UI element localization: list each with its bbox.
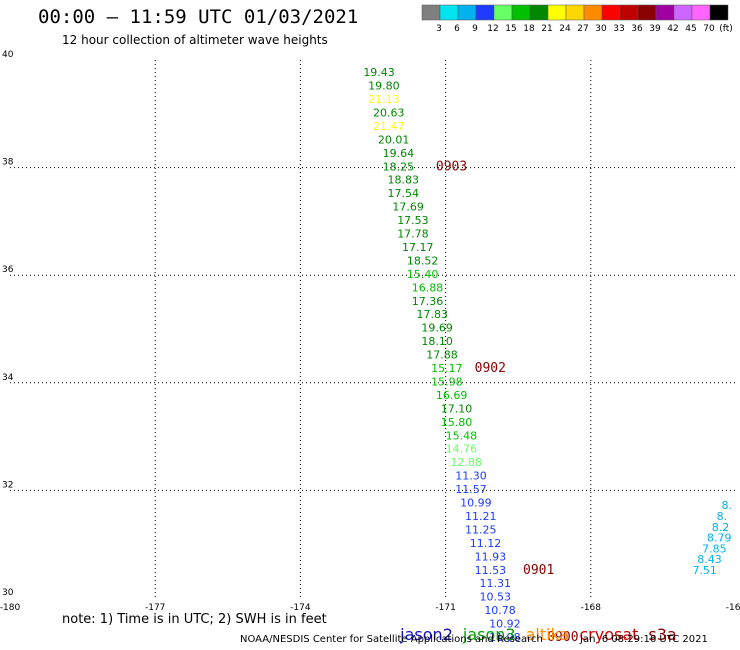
wave-height-point: 18.25 [383, 160, 415, 173]
wave-height-point: 12.88 [450, 456, 482, 469]
color-scale-label: 70 [703, 24, 715, 34]
color-scale-label: (ft) [719, 24, 733, 34]
y-tick-label: 36 [2, 265, 14, 275]
time-annotation: 0901 [523, 563, 554, 578]
wave-height-point: 7.85 [702, 542, 727, 555]
color-scale-label: 27 [577, 24, 588, 34]
wave-height-point: 21.47 [373, 120, 405, 133]
x-tick-label: -174 [290, 603, 311, 613]
wave-height-point: 17.53 [397, 214, 429, 227]
wave-height-point: 20.63 [373, 106, 405, 119]
color-scale-label: 45 [685, 24, 696, 34]
wave-height-point: 17.54 [388, 187, 420, 200]
wave-height-point: 7.51 [692, 564, 717, 577]
wave-height-point: 15.80 [441, 416, 473, 429]
color-scale-label: 12 [487, 24, 498, 34]
x-tick-label: -171 [435, 603, 455, 613]
time-annotation: 0902 [475, 361, 506, 376]
color-scale-label: 3 [436, 24, 442, 34]
wave-height-point: 11.98 [489, 631, 521, 644]
legend-item: jason2 [400, 625, 453, 644]
x-tick-label: -180 [0, 603, 20, 613]
y-tick-label: 30 [2, 588, 14, 598]
satellite-legend: jason2 jason3 altika cryosat s3a [390, 606, 687, 644]
wave-height-point: 10.92 [489, 618, 521, 631]
wave-height-point: 15.48 [446, 429, 478, 442]
wave-height-point: 19.64 [383, 147, 415, 160]
wave-height-point: 15.98 [431, 375, 463, 388]
wave-height-point: 8.43 [697, 553, 722, 566]
wave-height-point: 11.30 [455, 470, 487, 483]
wave-height-point: 17.10 [441, 402, 473, 415]
wave-height-point: 11.57 [455, 483, 487, 496]
time-annotation: 0903 [436, 159, 467, 174]
wave-height-point: 20.01 [378, 133, 410, 146]
color-scale-label: 15 [505, 24, 516, 34]
wave-height-point: 11.31 [479, 577, 511, 590]
wave-height-point: 17.88 [426, 349, 458, 362]
wave-height-point: 17.69 [392, 201, 424, 214]
wave-height-point: 18.10 [421, 335, 453, 348]
wave-height-point: 8.2 [712, 521, 730, 534]
legend-item: cryosat [579, 625, 639, 644]
page-subtitle: 12 hour collection of altimeter wave hei… [62, 33, 328, 47]
wave-height-point: 8. [717, 510, 728, 523]
color-scale-swatch [709, 4, 729, 21]
y-tick-label: 40 [2, 50, 14, 60]
timestamp-text: Jan 6 08:29:16 UTC 2021 [580, 634, 708, 645]
wave-height-point: 17.17 [402, 241, 434, 254]
wave-height-point: 19.43 [363, 66, 395, 79]
wave-height-point: 8.79 [707, 532, 732, 545]
wave-height-point: 21.13 [368, 93, 400, 106]
wave-height-point: 10.78 [484, 604, 516, 617]
color-scale-label: 21 [541, 24, 552, 34]
color-scale-label: 36 [631, 24, 643, 34]
wave-height-point: 14.76 [446, 443, 478, 456]
wave-height-point: 10.53 [479, 591, 511, 604]
legend-item: jason3 [462, 625, 516, 644]
wave-height-point: 15.40 [407, 268, 439, 281]
wave-height-point: 11.25 [465, 523, 497, 536]
wave-height-point: 10.99 [460, 497, 492, 510]
y-tick-label: 38 [2, 158, 14, 168]
x-tick-label: -177 [145, 603, 165, 613]
wave-height-point: 16.69 [436, 389, 468, 402]
wave-height-point: 11.12 [470, 537, 502, 550]
y-tick-label: 32 [2, 480, 13, 490]
color-scale-label: 30 [595, 24, 607, 34]
color-scale-label: 9 [472, 24, 478, 34]
color-scale-label: 33 [613, 24, 624, 34]
wave-height-point: 11.93 [475, 550, 507, 563]
x-tick-label: -165 [726, 603, 740, 613]
wave-height-point: 18.83 [388, 174, 420, 187]
wave-height-point: 18.52 [407, 254, 439, 267]
color-scale-label: 18 [523, 24, 535, 34]
wave-height-point: 19.69 [421, 322, 453, 335]
color-scale-label: 24 [559, 24, 571, 34]
wave-height-point: 11.53 [475, 564, 507, 577]
color-scale-label: 39 [649, 24, 661, 34]
color-scale: 3 6 9 12 15 18 21 24 27 30 33 36 39 42 45 70 (ft) [421, 4, 733, 34]
wave-height-point: 15.17 [431, 362, 463, 375]
wave-height-point: 8. [721, 499, 732, 512]
wave-height-point: 17.36 [412, 295, 444, 308]
legend-item: s3a [648, 625, 677, 644]
x-tick-label: -168 [581, 603, 602, 613]
legend-item: altika [525, 625, 570, 644]
wave-height-point: 16.88 [412, 281, 444, 294]
page-title: 00:00 – 11:59 UTC 01/03/2021 [38, 6, 359, 28]
color-scale-label: 42 [667, 24, 678, 34]
wave-height-point: 11.21 [465, 510, 497, 523]
footnote: note: 1) Time is in UTC; 2) SWH is in fe… [62, 612, 327, 627]
color-scale-label: 6 [454, 24, 460, 34]
credit-text: NOAA/NESDIS Center for Satellite Applica… [240, 634, 543, 645]
wave-height-point: 17.78 [397, 228, 429, 241]
y-tick-label: 34 [2, 373, 14, 383]
wave-height-point: 17.83 [417, 308, 449, 321]
time-annotation: 0900 [547, 630, 578, 645]
wave-height-point: 19.80 [368, 80, 400, 93]
